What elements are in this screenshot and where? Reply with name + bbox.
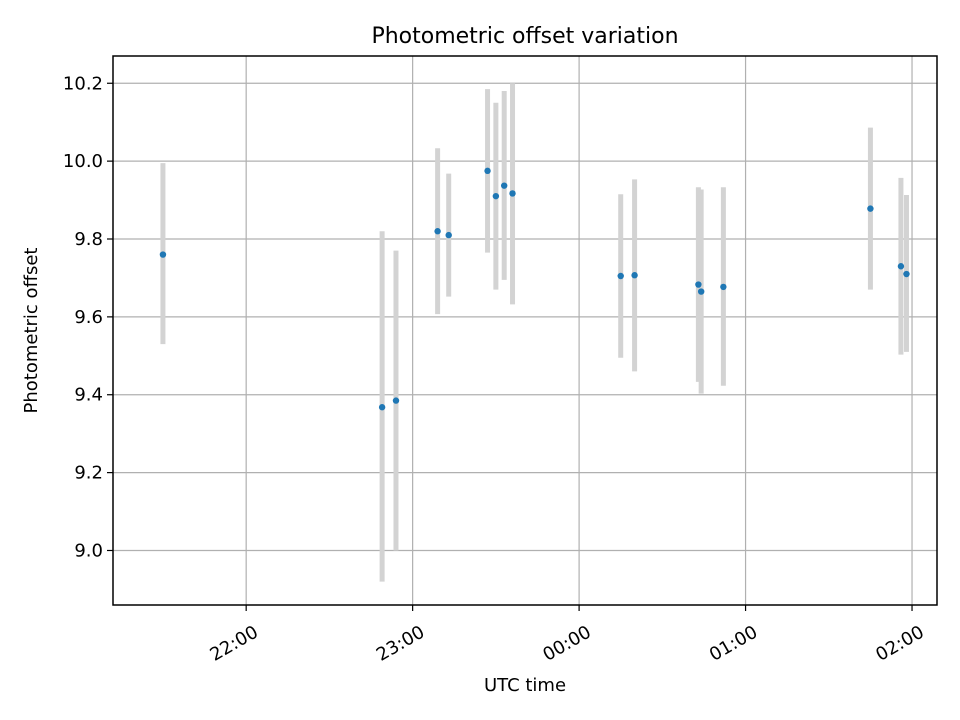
x-tick-label: 22:00 [206, 622, 261, 666]
y-tick-label: 9.6 [74, 307, 103, 328]
y-tick-label: 9.2 [74, 463, 103, 484]
data-point [695, 281, 702, 288]
data-point [500, 182, 508, 189]
error-bars [160, 83, 909, 582]
x-axis-label: UTC time [484, 675, 566, 696]
data-point [445, 231, 452, 239]
x-tick-label: 02:00 [872, 622, 927, 666]
x-tick-label: 00:00 [539, 622, 594, 666]
data-point [897, 263, 905, 270]
y-tick-label: 9.8 [74, 229, 103, 250]
data-point [867, 205, 874, 212]
data-point [484, 167, 491, 175]
plot-frame [112, 55, 938, 606]
data-point [697, 288, 705, 295]
x-tick-label: 23:00 [373, 622, 428, 666]
data-point [720, 283, 727, 291]
chart-title: Photometric offset variation [371, 24, 678, 49]
data-point [903, 270, 910, 278]
grid-lines [113, 56, 937, 605]
data-point [159, 251, 167, 258]
x-tick-label: 01:00 [706, 622, 761, 666]
data-point [434, 228, 441, 235]
y-tick-label: 10.0 [63, 151, 103, 172]
y-tick-label: 9.0 [74, 540, 103, 561]
data-point [378, 404, 386, 411]
y-tick-label: 9.4 [74, 385, 103, 406]
data-point [509, 190, 516, 197]
data-point [492, 192, 500, 200]
data-point [392, 397, 400, 404]
y-axis-label: Photometric offset [21, 248, 42, 414]
data-point [617, 272, 624, 280]
data-point [631, 272, 638, 279]
y-tick-label: 10.2 [63, 73, 103, 94]
data-points [159, 167, 910, 411]
